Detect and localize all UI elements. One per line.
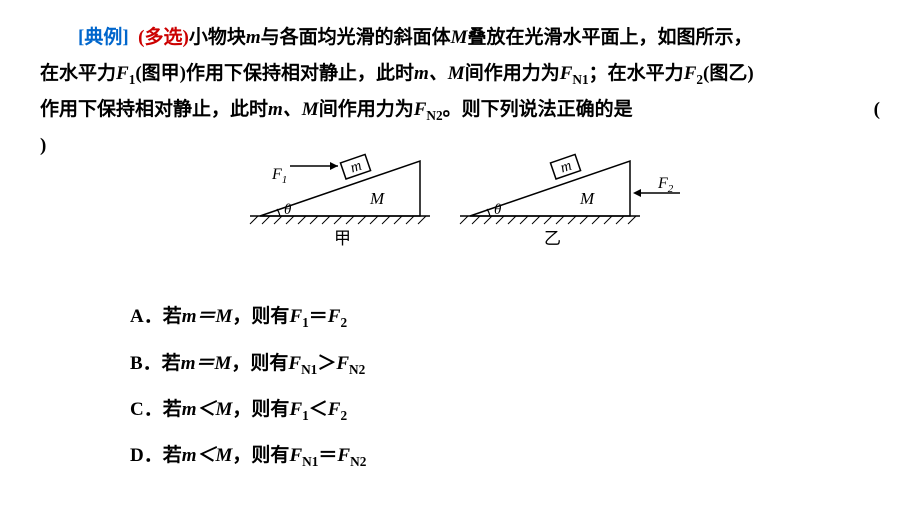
figures: θ m F1 M	[40, 146, 880, 269]
figure-2: θ m F2 M	[460, 155, 680, 249]
option-c: C．若m＜M，则有F1＜F2	[130, 392, 880, 428]
figure-1: θ m F1 M	[250, 155, 430, 249]
options: A．若m＝M，则有F1＝F2 B．若m＝M，则有FN1＞FN2 C．若m＜M，则…	[40, 299, 880, 473]
option-d: D．若m＜M，则有FN1＝FN2	[130, 438, 880, 474]
svg-text:F2: F2	[657, 175, 674, 195]
svg-text:F1: F1	[271, 166, 287, 186]
option-b: B．若m＝M，则有FN1＞FN2	[130, 346, 880, 382]
svg-text:乙: 乙	[544, 229, 561, 248]
svg-text:M: M	[579, 189, 595, 208]
svg-text:M: M	[369, 189, 385, 208]
question-text: [典例] (多选)小物块m与各面均光滑的斜面体M叠放在光滑水平面上，如图所示， …	[40, 20, 880, 164]
svg-text:甲: 甲	[334, 229, 351, 248]
multi-select-tag: (多选)	[138, 27, 189, 48]
example-label: [典例]	[78, 27, 129, 48]
option-a: A．若m＝M，则有F1＝F2	[130, 299, 880, 335]
